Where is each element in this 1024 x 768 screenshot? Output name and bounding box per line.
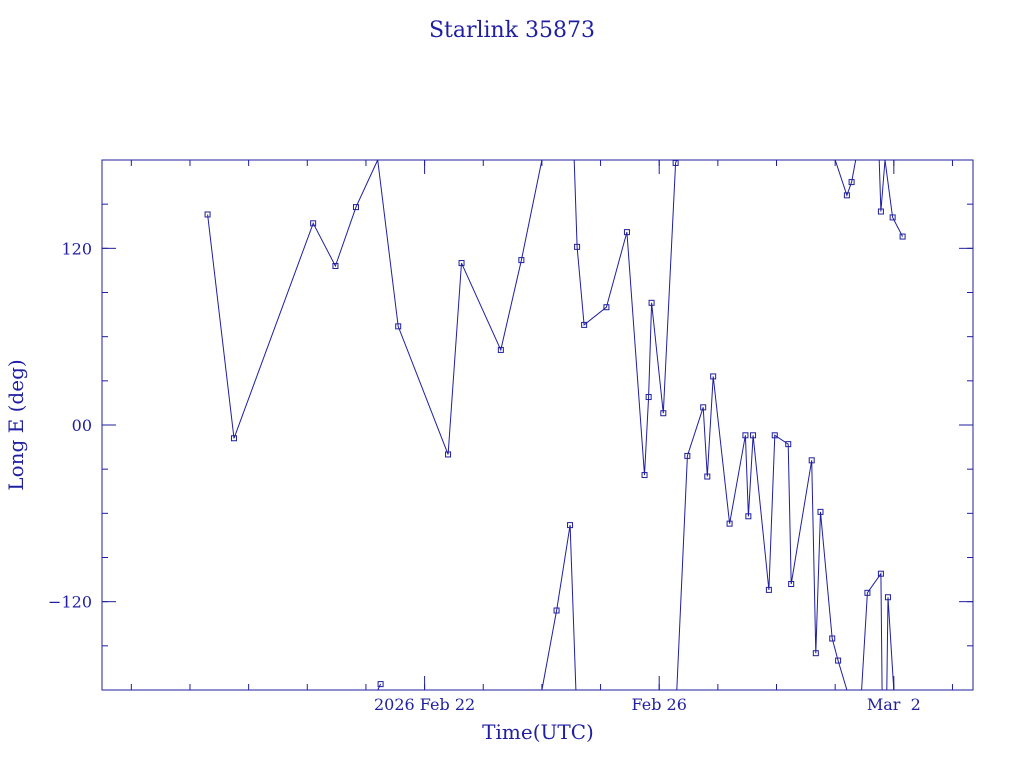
series-line-6 (861, 572, 883, 691)
data-point (497, 346, 504, 353)
data-point (445, 451, 452, 458)
data-point (785, 441, 792, 448)
data-point (817, 508, 824, 515)
series-line-3 (541, 525, 577, 691)
chart-title: Starlink 35873 (429, 18, 595, 43)
data-point (765, 586, 772, 593)
data-point (623, 229, 630, 236)
data-point (518, 257, 525, 264)
data-point (704, 473, 711, 480)
series-line-5 (676, 376, 848, 691)
data-point (843, 192, 850, 199)
x-axis-label: Time(UTC) (482, 720, 594, 744)
data-point (835, 657, 842, 664)
data-point (745, 513, 752, 520)
data-point (567, 522, 574, 529)
data-point (332, 263, 339, 269)
data-point (877, 208, 884, 215)
data-point (684, 452, 691, 459)
data-point (581, 321, 588, 328)
data-point (458, 260, 465, 267)
y-tick-label: 120 (61, 239, 92, 258)
data-point (899, 233, 906, 240)
data-point (877, 570, 884, 577)
series-line-4 (573, 159, 678, 476)
series-line-7 (886, 597, 895, 691)
data-point (848, 179, 855, 186)
data-point (808, 457, 815, 464)
data-point (864, 589, 871, 596)
data-point (377, 681, 384, 688)
data-point (750, 432, 757, 439)
plot-lines (207, 159, 904, 691)
y-tick-label: 00 (72, 416, 92, 435)
data-point (829, 635, 836, 642)
data-point (742, 432, 749, 439)
data-point (553, 607, 560, 614)
plot-markers (204, 159, 906, 688)
series-line-8 (834, 159, 857, 197)
data-point (648, 299, 655, 306)
data-point (771, 432, 778, 439)
data-point (660, 410, 667, 417)
data-point (641, 472, 648, 479)
x-tick-label: 2026 Feb 22 (374, 695, 475, 714)
data-point (889, 214, 896, 221)
y-axis-label: Long E (deg) (4, 359, 28, 490)
data-point (710, 373, 717, 380)
data-point (395, 323, 402, 330)
data-point (352, 204, 359, 211)
x-axis-ticks: 2026 Feb 22 Feb 26 Mar 2 (374, 160, 921, 714)
data-point (230, 435, 237, 442)
data-point (700, 404, 707, 411)
data-point (672, 159, 679, 166)
data-point (603, 304, 610, 311)
series-line-9 (878, 159, 886, 212)
data-point (204, 211, 211, 218)
series-line-0 (207, 159, 379, 439)
x-tick-label: Mar 2 (867, 695, 921, 714)
data-point (310, 220, 317, 227)
y-tick-label: −120 (48, 593, 92, 612)
x-tick-label: Feb 26 (632, 695, 687, 714)
series-line-10 (884, 159, 904, 237)
data-point (645, 394, 652, 401)
data-point (884, 594, 891, 601)
data-point (788, 581, 795, 587)
data-point (812, 650, 819, 657)
data-point (726, 520, 733, 527)
data-point (574, 243, 581, 250)
y-axis-ticks: 120 00 −120 (48, 239, 973, 612)
series-line-2 (377, 159, 543, 455)
